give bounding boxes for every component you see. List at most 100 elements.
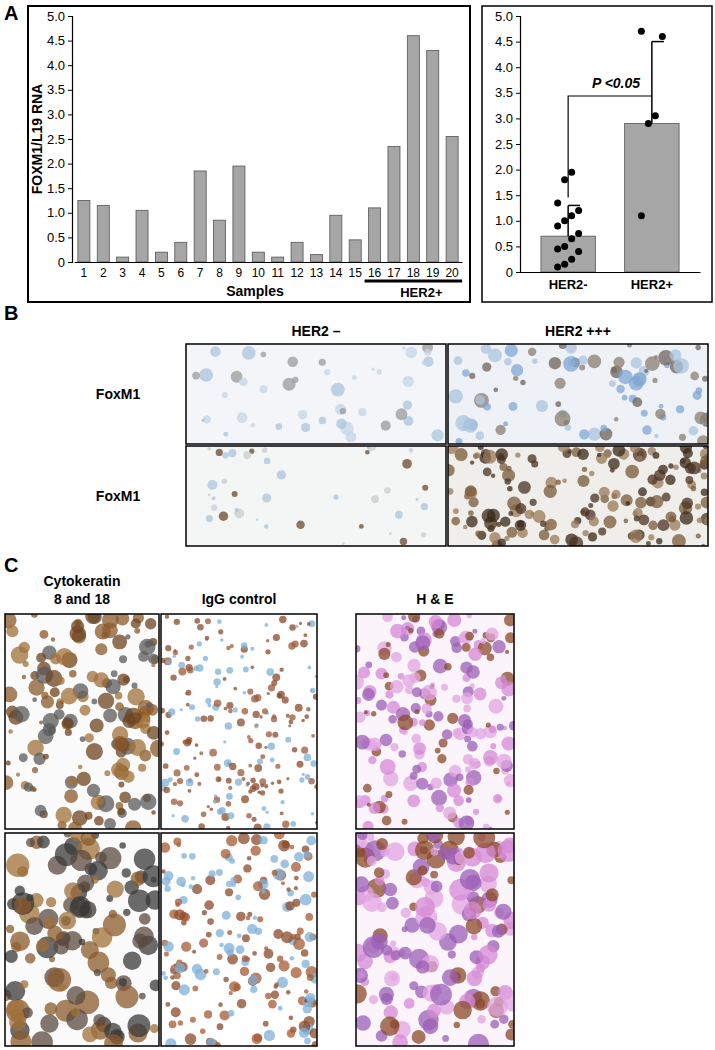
cell — [296, 520, 305, 529]
cell — [199, 751, 203, 755]
cell — [125, 820, 142, 829]
bar — [427, 50, 439, 262]
cell — [204, 1010, 212, 1018]
cell — [467, 741, 478, 752]
cell — [307, 974, 314, 981]
cell — [374, 867, 384, 877]
cell — [95, 852, 107, 864]
y-axis: 00.51.01.52.02.53.03.54.04.55.0 — [495, 9, 521, 280]
cell — [648, 521, 657, 530]
cell — [288, 642, 295, 649]
cell — [477, 1015, 486, 1024]
cell — [278, 840, 290, 852]
micrograph — [186, 442, 446, 546]
cell — [613, 446, 626, 457]
cell — [85, 733, 94, 742]
cell — [191, 876, 196, 881]
cell — [469, 758, 481, 770]
cell — [467, 970, 483, 986]
cell — [134, 628, 140, 634]
cell — [505, 650, 509, 654]
bar — [97, 205, 109, 262]
cell — [161, 779, 169, 787]
cell — [588, 503, 593, 508]
cell — [270, 855, 278, 863]
cell — [642, 425, 652, 435]
cell — [669, 516, 675, 522]
cell — [207, 918, 214, 925]
cell — [641, 410, 648, 417]
cell — [565, 344, 577, 354]
x-tick-label: 6 — [177, 266, 184, 280]
cell — [644, 369, 648, 373]
cell — [612, 490, 621, 499]
bar — [388, 146, 400, 262]
cell — [32, 697, 37, 702]
cell — [409, 981, 418, 990]
cell — [186, 690, 192, 696]
cell — [229, 763, 236, 770]
cell — [291, 967, 302, 978]
cell — [462, 426, 467, 431]
cell — [306, 836, 316, 846]
cell — [509, 721, 514, 731]
bar — [252, 252, 264, 262]
cell — [286, 887, 290, 891]
bar — [407, 36, 419, 262]
cell — [618, 370, 633, 385]
cell — [504, 774, 514, 787]
cell — [178, 662, 185, 669]
y-tick: 2.5 — [495, 137, 520, 152]
cell — [295, 625, 298, 628]
cell — [682, 498, 693, 509]
cell — [356, 847, 366, 857]
y-tick-label: 4.0 — [47, 58, 65, 73]
cell — [289, 720, 294, 725]
cell — [46, 897, 56, 907]
cell — [11, 1008, 24, 1021]
cell — [385, 791, 392, 798]
cell — [377, 369, 382, 374]
y-tick-label: 3.0 — [47, 107, 65, 122]
cell — [241, 777, 245, 781]
y-tick-label: 1.0 — [47, 205, 65, 220]
micrograph-border — [161, 833, 317, 1046]
cell — [479, 863, 498, 882]
cell — [356, 984, 367, 1003]
cell — [448, 464, 455, 476]
micrograph-border — [356, 614, 514, 829]
cell — [299, 777, 304, 782]
cell — [47, 926, 62, 941]
cell — [319, 359, 326, 366]
cell — [416, 960, 429, 973]
x-tick: HER2+ — [631, 277, 674, 292]
x-tick-label: 16 — [368, 266, 382, 280]
micrograph — [347, 826, 524, 1050]
dot — [554, 245, 561, 252]
y-tick-label: 0 — [58, 255, 65, 270]
cell — [226, 702, 233, 709]
y-tick-label: 2.0 — [495, 162, 513, 177]
cell — [452, 729, 461, 738]
cell — [15, 886, 25, 896]
cell — [173, 650, 178, 655]
cell — [335, 404, 346, 415]
cell — [633, 372, 647, 386]
cell — [22, 675, 26, 679]
cell — [429, 615, 443, 629]
bar — [117, 257, 129, 262]
cell — [32, 767, 38, 773]
cell — [490, 1020, 499, 1029]
cell — [252, 951, 257, 956]
cell — [184, 739, 191, 746]
cell — [225, 722, 233, 730]
cell — [442, 969, 459, 986]
dot — [561, 243, 568, 250]
cell — [513, 376, 518, 381]
x-tick: 19 — [426, 266, 440, 280]
cell — [252, 783, 260, 791]
cell — [243, 691, 247, 695]
y-tick: 5.0 — [47, 9, 72, 24]
bar — [369, 208, 381, 262]
significance-bracket — [568, 96, 652, 197]
